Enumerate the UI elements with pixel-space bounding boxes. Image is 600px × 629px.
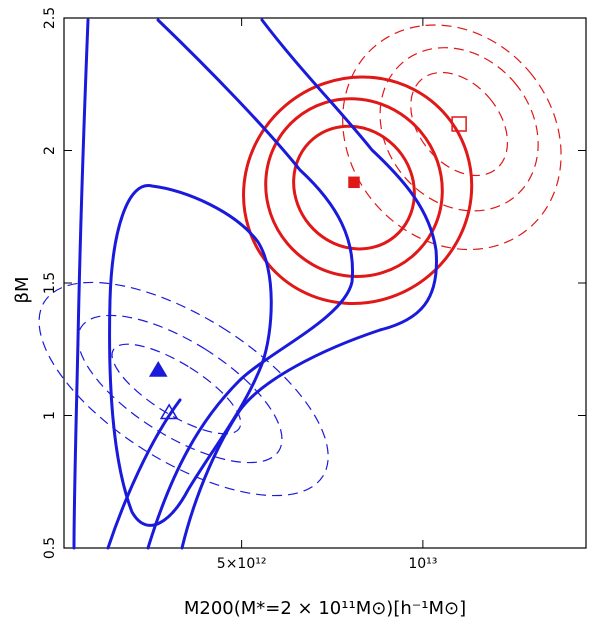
blue-open-triangle-marker: [159, 403, 179, 420]
y-tick-label: 2.5: [42, 7, 58, 29]
y-tick-label: 1: [42, 411, 58, 420]
x-tick-label: 5×10¹²: [217, 556, 267, 572]
x-axis-label: M200(M*=2 × 10¹¹M⊙)[h⁻¹M⊙]: [184, 598, 466, 619]
blue-solid-contour-outer: [180, 18, 438, 550]
y-tick-label: 1.5: [42, 272, 58, 294]
y-axis-label: βM: [12, 276, 33, 303]
blue-solid-contour-left: [72, 18, 90, 550]
blue-solid-contour-inner: [108, 184, 273, 527]
y-tick-label: 0.5: [42, 537, 58, 559]
blue-filled-triangle-marker: [148, 360, 168, 377]
red-solid-contour-3: [242, 75, 474, 306]
blue-dashed-contour-3: [38, 281, 329, 497]
red-solid-contour-1: [292, 124, 416, 251]
red-filled-square-marker: [348, 176, 360, 189]
red-dashed-contour-3: [342, 24, 562, 251]
red-solid-contour-2: [264, 97, 444, 278]
red-dashed-contour-2: [379, 47, 539, 212]
marker-layer: [148, 116, 467, 420]
blue-solid-contour-middle: [146, 18, 355, 550]
y-tick-label: 2: [42, 146, 58, 155]
red-open-square-marker: [451, 116, 467, 132]
x-tick-label: 10¹³: [408, 556, 437, 572]
blue-solid-contour-bottom-left: [106, 398, 182, 550]
contour-layer: [38, 24, 562, 497]
blue-solid-contours: [72, 18, 438, 550]
tick-layer: 0.5 1 1.5 2 2.5 5×10¹² 10¹³: [42, 7, 586, 572]
blue-dashed-contour-2: [77, 314, 283, 464]
red-dashed-contour-1: [410, 71, 509, 177]
